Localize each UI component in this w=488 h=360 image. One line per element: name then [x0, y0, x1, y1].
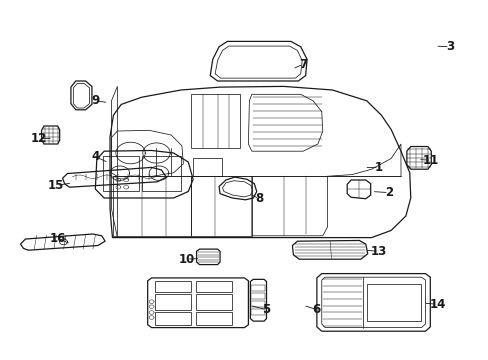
Text: 8: 8 [255, 192, 263, 205]
Text: 7: 7 [299, 58, 306, 71]
Text: 5: 5 [262, 303, 270, 316]
Text: 15: 15 [48, 179, 64, 192]
Text: 10: 10 [178, 253, 195, 266]
Text: 6: 6 [312, 303, 320, 316]
Text: 1: 1 [374, 161, 382, 174]
Text: 13: 13 [370, 245, 386, 258]
Text: 2: 2 [384, 186, 392, 199]
Text: 4: 4 [91, 150, 99, 163]
Text: 12: 12 [31, 132, 47, 145]
Text: 3: 3 [445, 40, 453, 53]
Text: 11: 11 [422, 154, 439, 167]
Text: 16: 16 [49, 232, 66, 245]
Text: 14: 14 [428, 298, 445, 311]
Text: 9: 9 [91, 94, 99, 107]
